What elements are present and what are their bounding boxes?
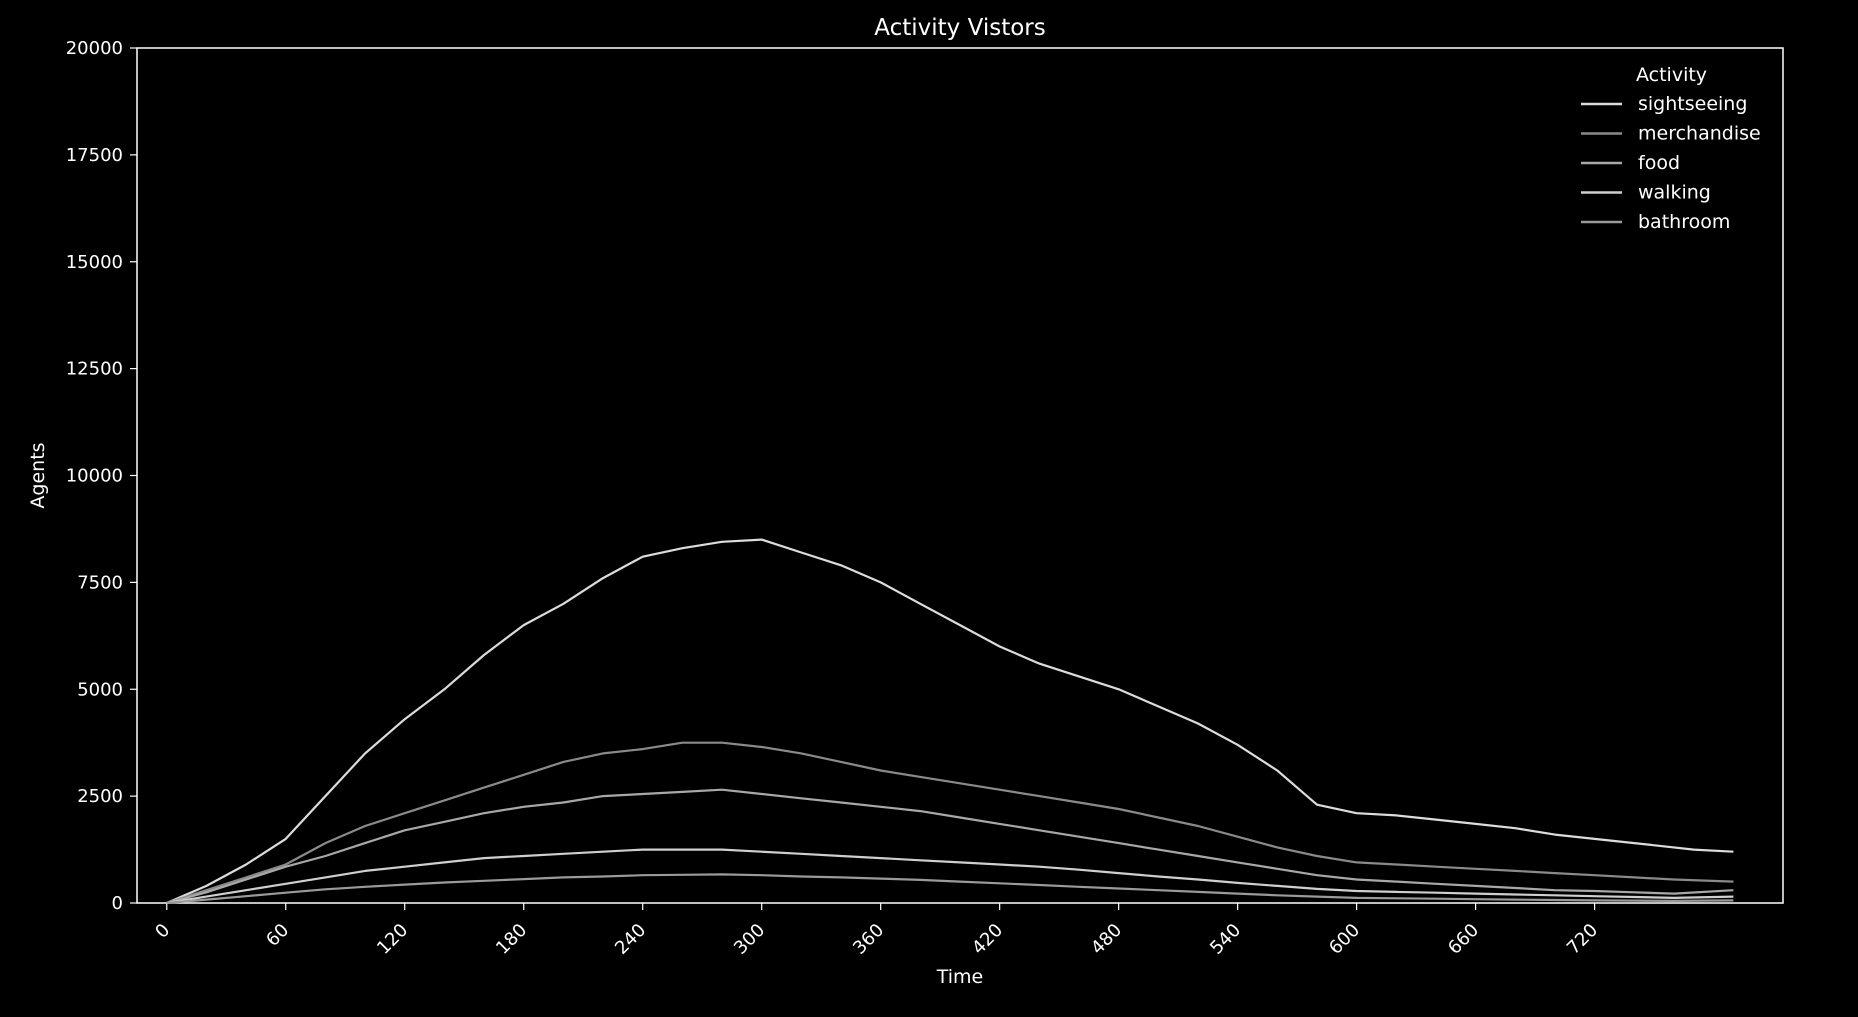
series-line-bathroom	[166, 873, 1734, 905]
legend-title: Activity	[1636, 64, 1707, 86]
y-tick-label: 12500	[66, 359, 123, 380]
y-tick-label: 7500	[77, 572, 123, 593]
y-tick-label: 15000	[66, 252, 123, 273]
legend-label-walking: walking	[1638, 182, 1711, 204]
series-lines	[166, 538, 1734, 905]
y-tick-label: 20000	[66, 38, 123, 59]
series-line-walking	[166, 848, 1734, 905]
y-tick-label: 2500	[77, 786, 123, 807]
y-tick-label: 17500	[66, 145, 123, 166]
y-axis-ticks: 0 2500 5000 7500 10000 12500 15000 17500 20000	[66, 38, 137, 914]
series-line-sightseeing	[166, 538, 1734, 905]
series-line-merchandise	[166, 741, 1734, 905]
y-tick-label: 5000	[77, 679, 123, 700]
y-axis-label: Agents	[27, 442, 49, 508]
y-tick-label: 10000	[66, 466, 123, 487]
x-axis-label: Time	[936, 966, 984, 988]
legend-label-sightseeing: sightseeing	[1638, 93, 1747, 115]
legend: Activity sightseeing merchandise food walki…	[1581, 64, 1761, 233]
legend-label-bathroom: bathroom	[1638, 211, 1730, 233]
series-line-food	[166, 788, 1734, 905]
chart-title: Activity Vistors	[874, 15, 1045, 41]
legend-label-food: food	[1638, 152, 1680, 174]
legend-label-merchandise: merchandise	[1638, 123, 1761, 145]
y-tick-label: 0	[112, 893, 123, 914]
